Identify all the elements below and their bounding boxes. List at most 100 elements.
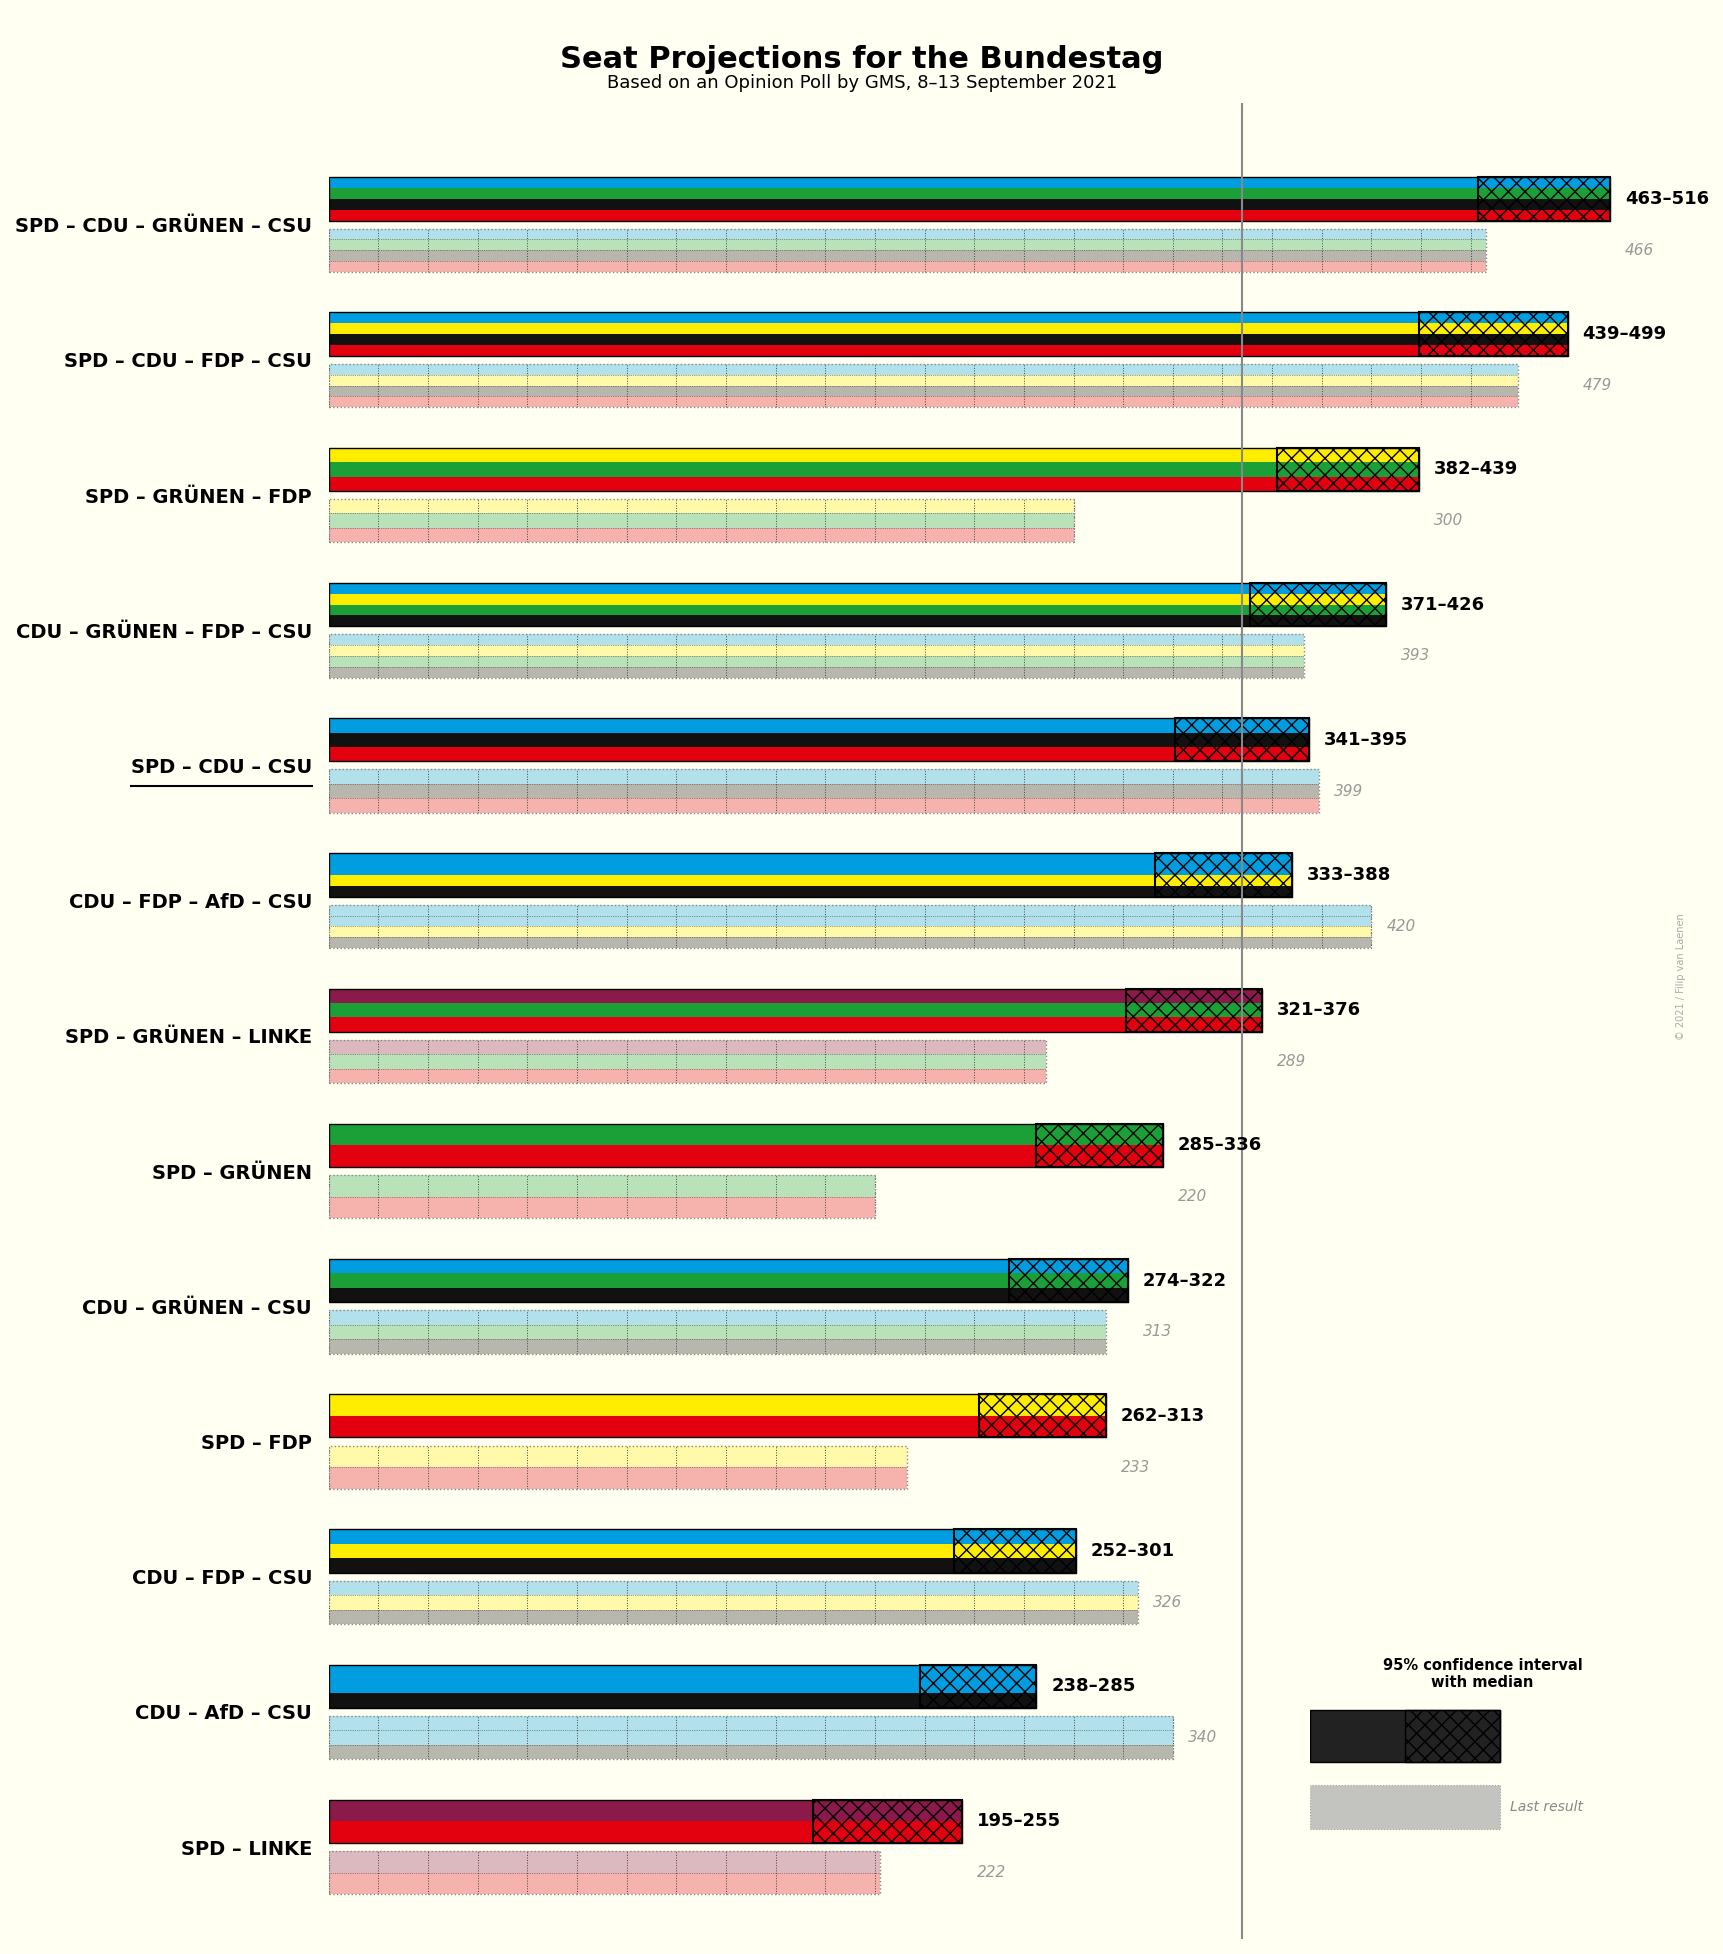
Bar	[329, 1393, 1104, 1438]
Bar	[329, 666, 1304, 678]
Bar	[329, 1002, 1261, 1018]
Bar	[329, 1196, 874, 1219]
Bar	[329, 1716, 1172, 1731]
Bar	[329, 1274, 1127, 1288]
Bar	[329, 1821, 961, 1843]
Bar	[329, 1800, 961, 1821]
Text: Seat Projections for the Bundestag: Seat Projections for the Bundestag	[560, 45, 1163, 74]
Bar	[1309, 1710, 1499, 1763]
Bar	[329, 250, 1485, 262]
Bar	[329, 1850, 879, 1872]
Bar	[329, 864, 1291, 875]
Bar	[329, 1040, 1046, 1055]
Bar	[329, 1393, 1104, 1417]
Bar	[1125, 989, 1261, 1032]
Bar	[1404, 1710, 1499, 1763]
Bar	[329, 1467, 906, 1489]
Text: 220: 220	[1177, 1190, 1206, 1204]
Bar	[329, 322, 1566, 334]
Bar	[329, 905, 1372, 948]
Bar	[329, 733, 1309, 746]
Text: © 2021 / Filip van Laenen: © 2021 / Filip van Laenen	[1675, 914, 1685, 1040]
Text: 252–301: 252–301	[1091, 1542, 1175, 1559]
Bar	[329, 528, 1073, 543]
Bar	[329, 635, 1304, 645]
Bar	[812, 1800, 961, 1843]
Bar	[329, 178, 1609, 221]
Text: 333–388: 333–388	[1306, 866, 1390, 883]
Bar	[329, 1594, 1137, 1610]
Bar	[329, 1417, 1104, 1438]
Text: 382–439: 382–439	[1434, 461, 1516, 479]
Bar	[329, 719, 1309, 733]
Bar	[955, 1530, 1075, 1573]
Bar	[329, 1850, 879, 1893]
Text: 420: 420	[1385, 918, 1415, 934]
Text: 289: 289	[1277, 1053, 1306, 1069]
Text: 340: 340	[1187, 1729, 1216, 1745]
Text: 321–376: 321–376	[1277, 1000, 1361, 1020]
Bar	[329, 916, 1372, 926]
Bar	[329, 926, 1372, 938]
Bar	[329, 447, 1418, 463]
Bar	[329, 635, 1304, 678]
Bar	[329, 1258, 1127, 1301]
Bar	[329, 582, 1385, 594]
Bar	[329, 1311, 1104, 1354]
Bar	[329, 1544, 1075, 1557]
Bar	[329, 770, 1318, 784]
Bar	[329, 1124, 1163, 1145]
Text: 393: 393	[1401, 649, 1430, 664]
Bar	[329, 1325, 1104, 1338]
Bar	[329, 746, 1309, 762]
Bar	[329, 1872, 879, 1893]
Bar	[329, 616, 1385, 625]
Bar	[329, 645, 1304, 657]
Bar	[329, 1311, 1104, 1325]
Text: 439–499: 439–499	[1582, 324, 1666, 344]
Bar	[1309, 1786, 1499, 1829]
Bar	[329, 1530, 1075, 1544]
Bar	[329, 1557, 1075, 1573]
Bar	[329, 1610, 1137, 1624]
Bar	[329, 770, 1318, 813]
Bar	[329, 1018, 1261, 1032]
Bar	[329, 582, 1385, 625]
Bar	[329, 240, 1485, 250]
Bar	[329, 363, 1516, 406]
Bar	[329, 1694, 1036, 1708]
Bar	[329, 1040, 1046, 1083]
Bar	[329, 477, 1418, 490]
Bar	[329, 854, 1291, 864]
Bar	[329, 1665, 1036, 1708]
Bar	[329, 1124, 1163, 1167]
Bar	[918, 1665, 1036, 1708]
Text: Last result: Last result	[1509, 1800, 1582, 1813]
Bar	[1154, 854, 1291, 897]
Bar	[1036, 1124, 1163, 1167]
Bar	[329, 375, 1516, 385]
Bar	[329, 313, 1566, 356]
Text: 326: 326	[1153, 1594, 1182, 1610]
Bar	[329, 875, 1291, 885]
Bar	[329, 784, 1318, 799]
Bar	[1175, 719, 1309, 762]
Bar	[329, 334, 1566, 346]
Bar	[329, 514, 1073, 528]
Bar	[329, 463, 1418, 477]
Text: 300: 300	[1434, 514, 1461, 528]
Bar	[329, 1174, 874, 1196]
Bar	[329, 1731, 1172, 1745]
Text: 195–255: 195–255	[977, 1813, 1060, 1831]
Bar	[329, 989, 1261, 1032]
Bar	[329, 346, 1566, 356]
Bar	[329, 1258, 1127, 1274]
Bar	[329, 498, 1073, 514]
Bar	[329, 363, 1516, 375]
Text: 399: 399	[1334, 784, 1363, 799]
Bar	[329, 1174, 874, 1219]
Bar	[329, 498, 1073, 543]
Text: 238–285: 238–285	[1051, 1677, 1135, 1696]
Bar	[329, 854, 1291, 897]
Bar	[329, 799, 1318, 813]
